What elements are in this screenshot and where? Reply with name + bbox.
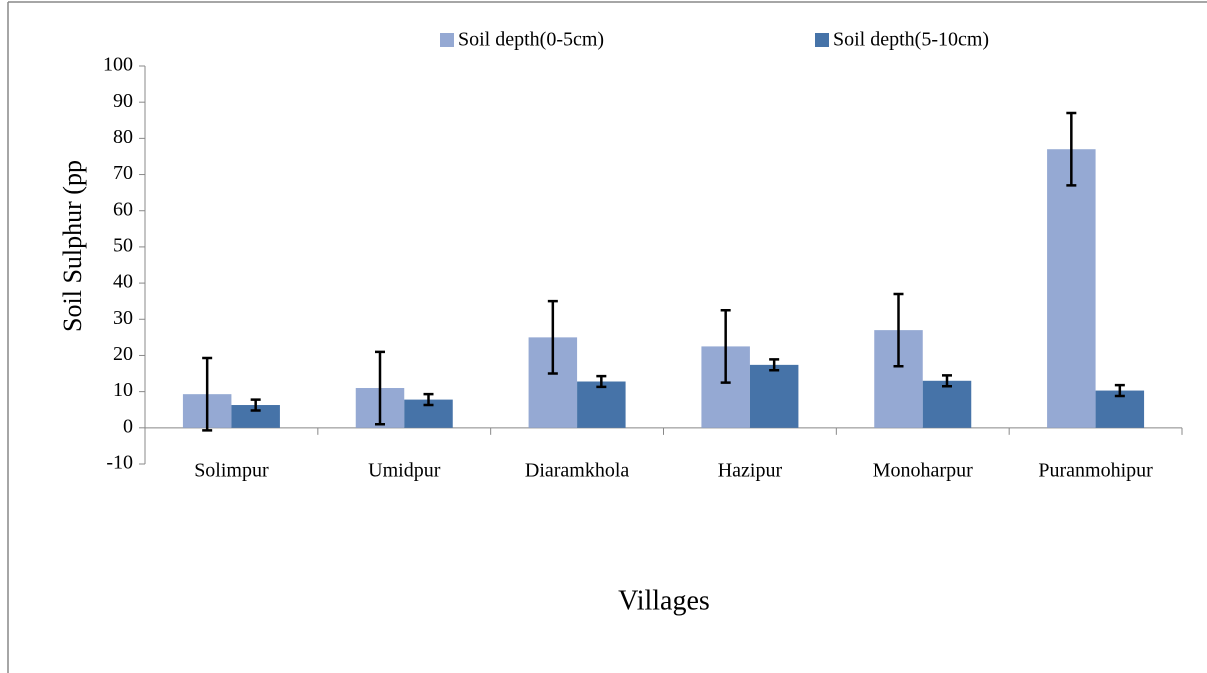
- y-tick-label: -10: [106, 452, 133, 474]
- error-bar: [720, 308, 731, 384]
- error-bar: [202, 356, 213, 432]
- x-tick-label: Hazipur: [718, 459, 783, 481]
- y-axis-label: Soil Sulphur (pp: [58, 160, 87, 332]
- y-tick-label: 20: [113, 343, 133, 365]
- error-bar: [547, 299, 558, 375]
- x-tick-label: Puranmohipur: [1038, 459, 1153, 481]
- bar: [1047, 149, 1096, 428]
- error-bar: [250, 398, 261, 412]
- y-tick-label: 40: [113, 271, 133, 293]
- y-tick-label: 30: [113, 307, 133, 329]
- y-tick-label: 10: [113, 379, 133, 401]
- x-axis-label: Villages: [618, 585, 710, 616]
- y-tick-label: 90: [113, 90, 133, 112]
- y-tick-label: 0: [123, 415, 133, 437]
- legend-label: Soil depth(0-5cm): [458, 29, 604, 51]
- legend-swatch: [815, 33, 829, 47]
- error-bar: [1066, 111, 1077, 187]
- x-tick-label: Solimpur: [194, 459, 269, 481]
- y-tick-label: 100: [103, 54, 133, 76]
- bar: [922, 380, 972, 428]
- error-bar: [942, 374, 952, 388]
- error-bar: [769, 358, 780, 372]
- bar: [231, 405, 280, 428]
- y-tick-label: 60: [113, 198, 133, 220]
- error-bar: [893, 292, 904, 368]
- bar: [577, 381, 626, 428]
- x-tick-label: Diaramkhola: [525, 459, 630, 481]
- error-bar: [375, 350, 385, 426]
- bar: [749, 364, 799, 428]
- x-tick-label: Monoharpur: [873, 459, 973, 481]
- legend-swatch: [440, 33, 454, 47]
- error-bar: [1114, 383, 1125, 398]
- legend-label: Soil depth(5-10cm): [833, 29, 989, 51]
- error-bar: [423, 392, 434, 407]
- y-tick-label: 80: [113, 126, 133, 148]
- error-bar: [596, 374, 607, 389]
- x-tick-label: Umidpur: [368, 459, 441, 481]
- y-tick-label: 50: [113, 235, 133, 257]
- y-tick-label: 70: [113, 162, 133, 184]
